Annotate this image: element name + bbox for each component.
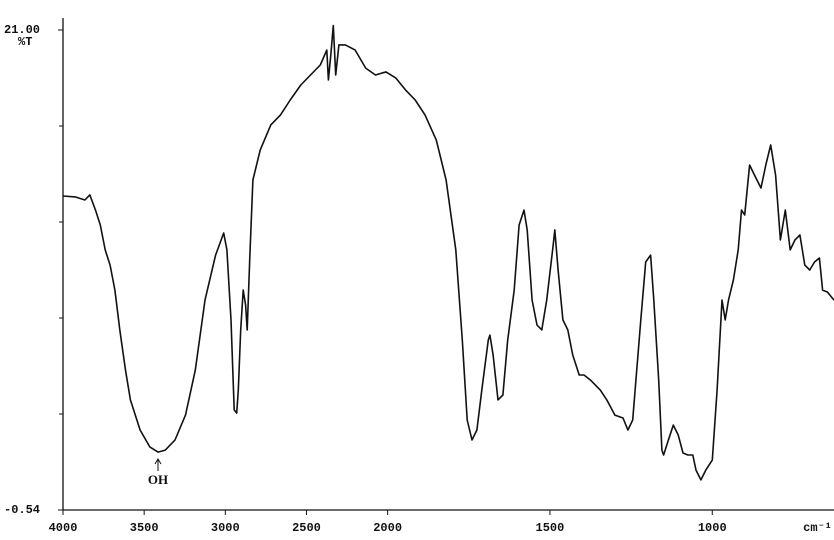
x-tick-label: 4000 <box>49 521 78 535</box>
x-tick-label: 3000 <box>211 521 240 535</box>
y-tick-label: -0.54 <box>4 503 40 517</box>
annotation: OH <box>148 472 168 487</box>
x-tick-label: 1500 <box>536 521 565 535</box>
y-axis-label: %T <box>18 35 32 49</box>
x-tick-label: 2500 <box>292 521 321 535</box>
x-tick-label: 1000 <box>698 521 727 535</box>
y-tick-label: 21.00 <box>4 23 40 37</box>
spectrum-line <box>62 24 834 481</box>
x-tick-label: 3500 <box>130 521 159 535</box>
annotation-arrow-head <box>154 458 162 465</box>
x-tick-label: 2000 <box>373 521 402 535</box>
x-axis-label: cm⁻¹ <box>803 521 832 535</box>
